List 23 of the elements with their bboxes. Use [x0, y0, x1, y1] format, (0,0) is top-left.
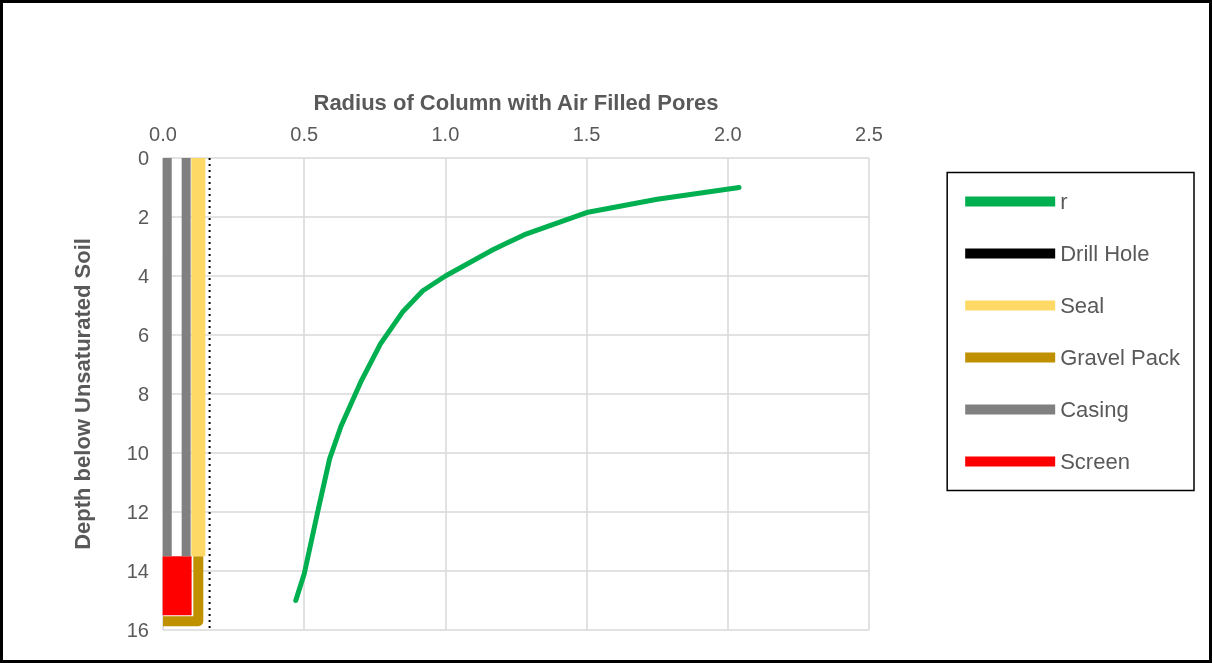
legend-label: Gravel Pack: [1060, 345, 1181, 370]
legend-label: Screen: [1060, 449, 1130, 474]
x-tick-label: 2.0: [713, 123, 742, 145]
y-tick-label: 4: [137, 265, 149, 287]
y-tick-label: 16: [126, 619, 149, 641]
y-tick-label: 12: [126, 501, 149, 523]
y-tick-label: 8: [137, 383, 149, 405]
y-tick-label: 10: [126, 442, 149, 464]
legend-label: Casing: [1060, 397, 1129, 422]
x-tick-label: 2.5: [855, 123, 883, 145]
x-tick-label: 0.0: [149, 123, 177, 145]
y-axis-title: Depth below Unsaturated Soil: [69, 238, 95, 550]
x-tick-label: 1.5: [572, 123, 601, 145]
y-tick-label: 14: [126, 560, 149, 582]
y-tick-label: 2: [137, 206, 149, 228]
legend-label: Seal: [1060, 293, 1105, 318]
y-tick-label: 6: [137, 324, 149, 346]
legend-label: r: [1060, 189, 1068, 214]
x-axis-title: Radius of Column with Air Filled Pores: [313, 89, 719, 115]
y-tick-label: 0: [137, 147, 149, 169]
x-tick-label: 1.0: [431, 123, 460, 145]
x-tick-label: 0.5: [290, 123, 319, 145]
legend-label: Drill Hole: [1060, 241, 1150, 266]
